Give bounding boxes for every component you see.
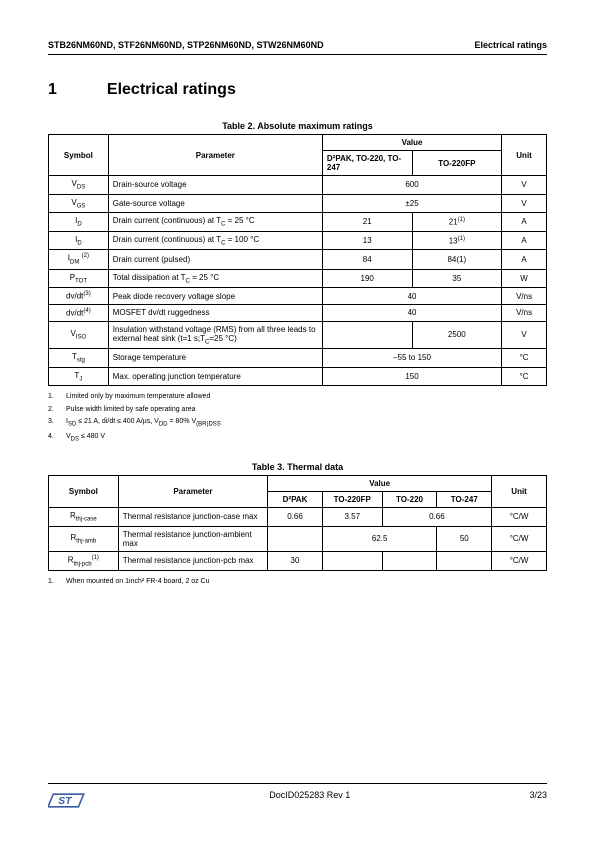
section-title: Electrical ratings xyxy=(107,81,236,99)
header-right: Electrical ratings xyxy=(474,40,547,50)
section-heading: 1 Electrical ratings xyxy=(48,81,547,99)
table-row: IDDrain current (continuous) at TC = 100… xyxy=(49,231,547,250)
section-number: 1 xyxy=(48,81,57,99)
table-row: TJMax. operating junction temperature150… xyxy=(49,367,547,386)
table-row: VDSDrain-source voltage600V xyxy=(49,176,547,195)
table-row: TstgStorage temperature–55 to 150°C xyxy=(49,349,547,368)
table-row: Rthj-caseThermal resistance junction-cas… xyxy=(49,508,547,527)
table-row: dv/dt(4)MOSFET dv/dt ruggedness40V/ns xyxy=(49,304,547,321)
table-row: Rthj-ambThermal resistance junction-ambi… xyxy=(49,526,547,551)
svg-text:ST: ST xyxy=(58,795,73,807)
footer-page: 3/23 xyxy=(529,790,547,800)
page-header: STB26NM60ND, STF26NM60ND, STP26NM60ND, S… xyxy=(48,40,547,55)
table-row: PTOTTotal dissipation at TC = 25 °C19035… xyxy=(49,269,547,288)
table-row: IDM (2)Drain current (pulsed)8484(1)A xyxy=(49,250,547,269)
table3-caption: Table 3. Thermal data xyxy=(48,462,547,472)
table3: SymbolParameterValueUnitD²PAKTO-220FPTO-… xyxy=(48,475,547,571)
table2: SymbolParameterValueUnitD²PAK, TO-220, T… xyxy=(48,134,547,386)
table-row: Rthj-pcb(1)Thermal resistance junction-p… xyxy=(49,551,547,570)
st-logo-icon: ST xyxy=(48,790,90,814)
table2-footnotes: 1.Limited only by maximum temperature al… xyxy=(48,392,547,444)
page-footer: ST DocID025283 Rev 1 3/23 xyxy=(48,783,547,814)
table-row: IDDrain current (continuous) at TC = 25 … xyxy=(49,213,547,232)
table-row: VGSGate-source voltage±25V xyxy=(49,194,547,213)
table3-footnotes: 1.When mounted on 1inch² FR-4 board, 2 o… xyxy=(48,577,547,588)
table-row: VISOInsulation withstand voltage (RMS) f… xyxy=(49,321,547,349)
table2-caption: Table 2. Absolute maximum ratings xyxy=(48,121,547,131)
table-row: dv/dt(3)Peak diode recovery voltage slop… xyxy=(49,288,547,305)
header-left: STB26NM60ND, STF26NM60ND, STP26NM60ND, S… xyxy=(48,40,324,50)
footer-docid: DocID025283 Rev 1 xyxy=(90,790,529,800)
